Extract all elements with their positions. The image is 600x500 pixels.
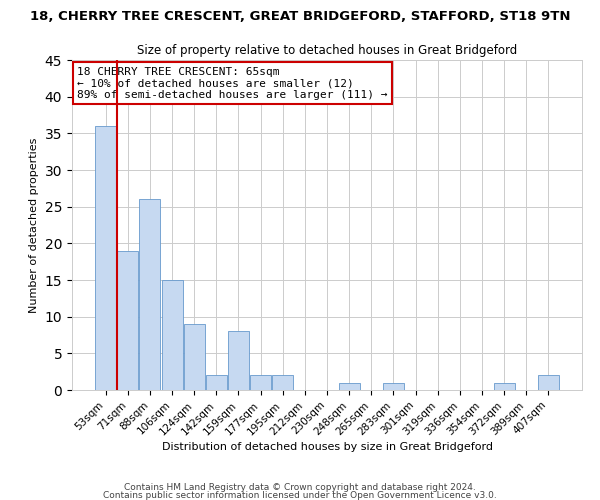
Title: Size of property relative to detached houses in Great Bridgeford: Size of property relative to detached ho… — [137, 44, 517, 58]
Bar — [161, 280, 182, 390]
Bar — [118, 250, 139, 390]
Bar — [538, 376, 559, 390]
Y-axis label: Number of detached properties: Number of detached properties — [29, 138, 39, 312]
Bar — [95, 126, 116, 390]
Bar — [338, 382, 359, 390]
Bar — [383, 382, 404, 390]
Bar — [184, 324, 205, 390]
Bar — [206, 376, 227, 390]
Bar — [139, 200, 160, 390]
Text: Contains HM Land Registry data © Crown copyright and database right 2024.: Contains HM Land Registry data © Crown c… — [124, 484, 476, 492]
Bar — [272, 376, 293, 390]
Text: 18 CHERRY TREE CRESCENT: 65sqm
← 10% of detached houses are smaller (12)
89% of : 18 CHERRY TREE CRESCENT: 65sqm ← 10% of … — [77, 66, 388, 100]
Bar — [228, 332, 249, 390]
Bar — [494, 382, 515, 390]
X-axis label: Distribution of detached houses by size in Great Bridgeford: Distribution of detached houses by size … — [161, 442, 493, 452]
Text: 18, CHERRY TREE CRESCENT, GREAT BRIDGEFORD, STAFFORD, ST18 9TN: 18, CHERRY TREE CRESCENT, GREAT BRIDGEFO… — [30, 10, 570, 23]
Bar — [250, 376, 271, 390]
Text: Contains public sector information licensed under the Open Government Licence v3: Contains public sector information licen… — [103, 490, 497, 500]
